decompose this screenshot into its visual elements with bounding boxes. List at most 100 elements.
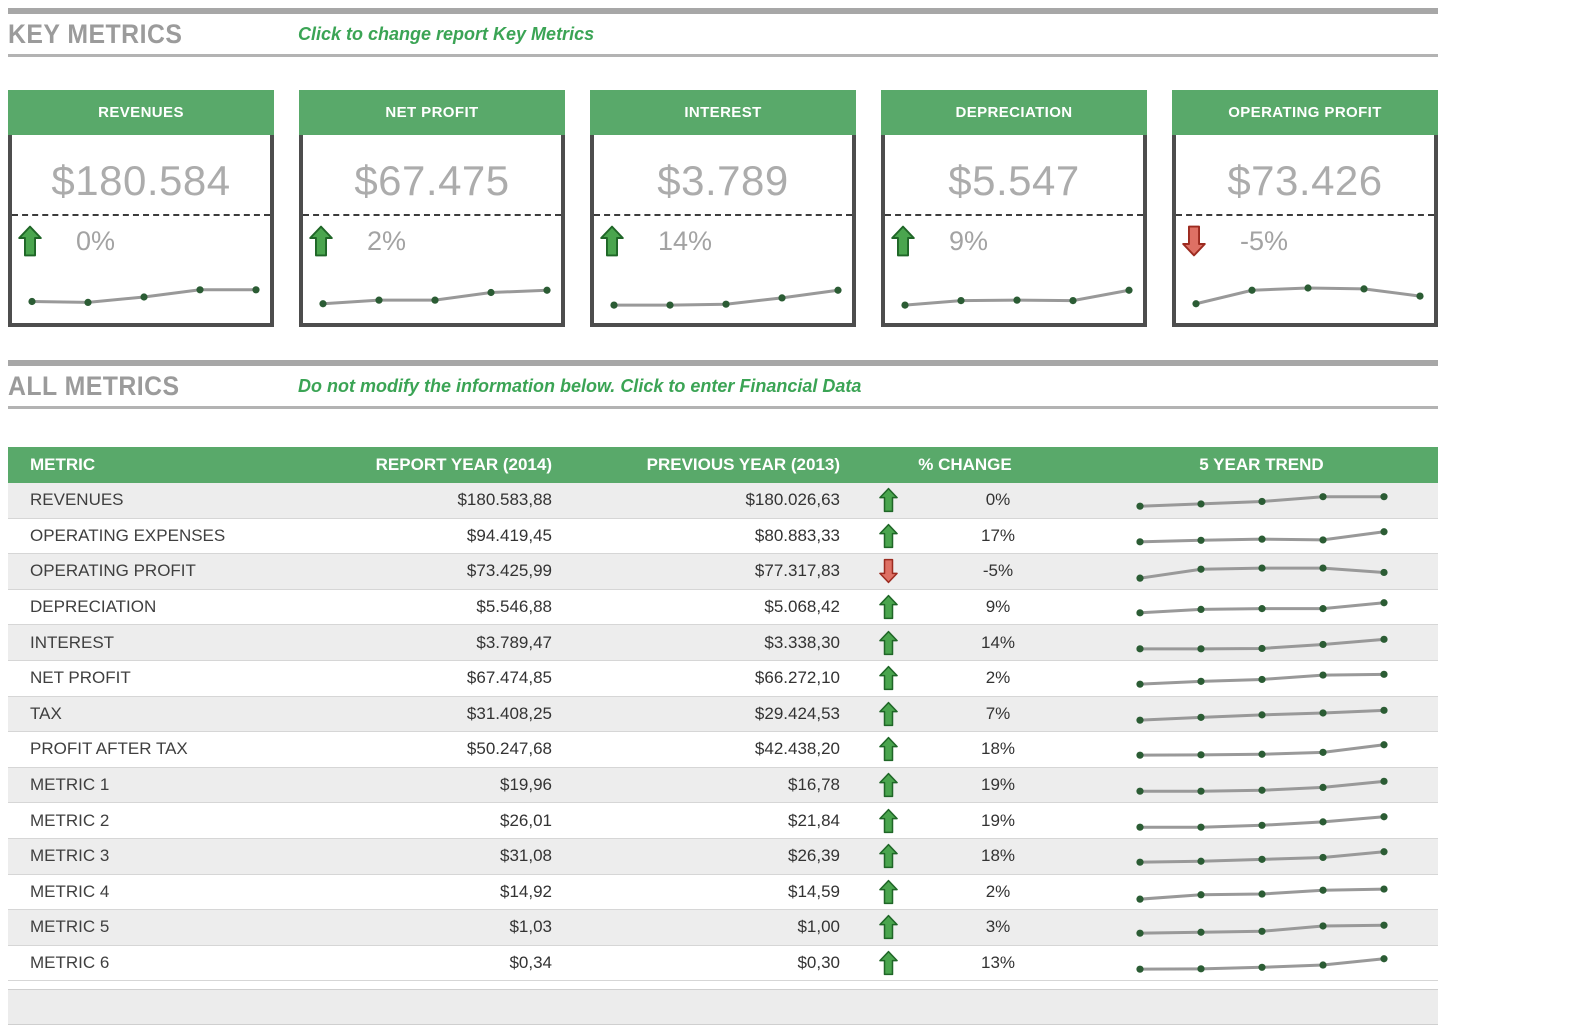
- arrow-down-icon: [879, 558, 898, 584]
- key-metrics-title: KEY METRICS: [8, 18, 183, 49]
- trend-sparkline-chart: [1135, 493, 1388, 511]
- trend-sparkline-chart: [1135, 885, 1388, 903]
- table-row[interactable]: OPERATING PROFIT $73.425,99 $77.317,83 -…: [8, 554, 1438, 590]
- arrow-up-icon: [879, 701, 898, 727]
- metric-card-body: $3.789 14%: [590, 135, 856, 327]
- metric-card-value: $180.584: [51, 157, 231, 204]
- row-report-value: $73.425,99: [466, 561, 552, 581]
- table-row[interactable]: NET PROFIT $67.474,85 $66.272,10 2%: [8, 660, 1438, 697]
- sparkline-chart: [319, 286, 551, 308]
- row-change-value: 3%: [985, 917, 1011, 937]
- arrow-up-icon: [600, 225, 624, 257]
- trend-sparkline-chart: [1135, 706, 1388, 724]
- metric-card-change: -5%: [1240, 225, 1289, 256]
- table-row[interactable]: REVENUES $180.583,88 $180.026,63 0%: [8, 483, 1438, 519]
- metric-card-change: 14%: [658, 225, 713, 256]
- row-change-value: 7%: [985, 703, 1011, 723]
- trend-sparkline-chart: [1135, 955, 1388, 973]
- header-report-year: REPORT YEAR (2014): [375, 455, 552, 474]
- row-report-value: $26,01: [500, 810, 552, 830]
- table-row[interactable]: TAX $31.408,25 $29.424,53 7%: [8, 696, 1438, 733]
- trend-sparkline-chart: [1135, 599, 1388, 617]
- metric-card: NET PROFIT $67.475 2%: [299, 90, 565, 327]
- row-previous-value: $14,59: [788, 881, 840, 901]
- row-previous-value: $5.068,42: [764, 597, 840, 617]
- metric-card-title[interactable]: DEPRECIATION: [881, 90, 1147, 135]
- row-report-value: $1,03: [509, 917, 552, 937]
- row-metric-label: TAX: [30, 703, 62, 723]
- table-row[interactable]: METRIC 5 $1,03 $1,00 3%: [8, 910, 1438, 946]
- metric-card-value: $73.426: [1227, 157, 1383, 204]
- metric-card: DEPRECIATION $5.547 9%: [881, 90, 1147, 327]
- row-previous-value: $42.438,20: [754, 739, 840, 759]
- row-report-value: $3.789,47: [476, 632, 552, 652]
- row-change-value: -5%: [982, 561, 1014, 581]
- trend-sparkline-chart: [1135, 528, 1388, 546]
- trend-sparkline-chart: [1135, 741, 1388, 760]
- dashboard-page: KEY METRICS Click to change report Key M…: [0, 8, 1446, 1026]
- dashed-divider: [594, 214, 852, 216]
- arrow-up-icon: [891, 225, 915, 257]
- metric-card: REVENUES $180.584 0%: [8, 90, 274, 327]
- arrow-up-icon: [309, 225, 333, 257]
- row-report-value: $19,96: [500, 775, 552, 795]
- header-percent-change: % CHANGE: [918, 455, 1012, 474]
- sparkline-chart: [28, 286, 260, 306]
- row-previous-value: $29.424,53: [754, 703, 840, 723]
- row-change-value: 19%: [980, 810, 1016, 830]
- row-metric-label: OPERATING PROFIT: [30, 561, 196, 581]
- arrow-up-icon: [879, 879, 898, 905]
- arrow-up-icon: [879, 487, 898, 513]
- trend-sparkline-chart: [1135, 812, 1388, 831]
- metric-card-title[interactable]: INTEREST: [590, 90, 856, 135]
- row-previous-value: $26,39: [788, 846, 840, 866]
- row-metric-label: METRIC 2: [30, 810, 110, 830]
- metric-card-change: 0%: [76, 225, 116, 256]
- metric-card-title[interactable]: OPERATING PROFIT: [1172, 90, 1438, 135]
- arrow-up-icon: [879, 594, 898, 620]
- metric-card-body: $73.426 -5%: [1172, 135, 1438, 327]
- key-metrics-instruction[interactable]: Click to change report Key Metrics: [298, 23, 595, 44]
- row-previous-value: $3.338,30: [764, 632, 840, 652]
- table-row[interactable]: PROFIT AFTER TAX $50.247,68 $42.438,20 1…: [8, 732, 1438, 768]
- arrow-up-icon: [879, 630, 898, 656]
- metrics-table-header: METRIC REPORT YEAR (2014) PREVIOUS YEAR …: [8, 447, 1438, 483]
- sparkline-chart: [610, 286, 842, 309]
- row-previous-value: $77.317,83: [754, 561, 840, 581]
- row-metric-label: NET PROFIT: [30, 668, 131, 688]
- section-divider: [8, 8, 1438, 14]
- metric-card-title[interactable]: NET PROFIT: [299, 90, 565, 135]
- metric-card-body: $180.584 0%: [8, 135, 274, 327]
- dashed-divider: [885, 214, 1143, 216]
- row-metric-label: METRIC 3: [30, 846, 110, 866]
- table-row[interactable]: OPERATING EXPENSES $94.419,45 $80.883,33…: [8, 518, 1438, 555]
- row-report-value: $180.583,88: [457, 490, 552, 510]
- header-previous-year: PREVIOUS YEAR (2013): [646, 455, 840, 474]
- all-metrics-instruction[interactable]: Do not modify the information below. Cli…: [298, 375, 862, 396]
- table-row[interactable]: METRIC 1 $19,96 $16,78 19%: [8, 767, 1438, 804]
- table-row[interactable]: METRIC 2 $26,01 $21,84 19%: [8, 803, 1438, 839]
- row-previous-value: $66.272,10: [754, 668, 840, 688]
- row-metric-label: METRIC 4: [30, 881, 110, 901]
- table-row[interactable]: METRIC 3 $31,08 $26,39 18%: [8, 838, 1438, 875]
- row-report-value: $31,08: [500, 846, 552, 866]
- row-metric-label: INTEREST: [30, 632, 115, 652]
- row-change-value: 17%: [980, 525, 1016, 545]
- table-row[interactable]: DEPRECIATION $5.546,88 $5.068,42 9%: [8, 589, 1438, 626]
- table-row[interactable]: METRIC 6 $0,34 $0,30 13%: [8, 945, 1438, 982]
- row-metric-label: OPERATING EXPENSES: [30, 525, 226, 545]
- table-footer-strip: [8, 989, 1438, 1026]
- header-metric: METRIC: [30, 455, 96, 474]
- section-divider: [8, 406, 1438, 409]
- row-metric-label: DEPRECIATION: [30, 597, 157, 617]
- row-report-value: $31.408,25: [466, 703, 552, 723]
- metric-card-body: $67.475 2%: [299, 135, 565, 327]
- table-row[interactable]: INTEREST $3.789,47 $3.338,30 14%: [8, 625, 1438, 661]
- row-report-value: $67.474,85: [466, 668, 552, 688]
- all-metrics-title: ALL METRICS: [8, 370, 180, 401]
- trend-sparkline-chart: [1135, 564, 1388, 583]
- table-row[interactable]: METRIC 4 $14,92 $14,59 2%: [8, 874, 1438, 911]
- arrow-up-icon: [879, 843, 898, 869]
- metric-card-title[interactable]: REVENUES: [8, 90, 274, 135]
- row-report-value: $50.247,68: [466, 739, 552, 759]
